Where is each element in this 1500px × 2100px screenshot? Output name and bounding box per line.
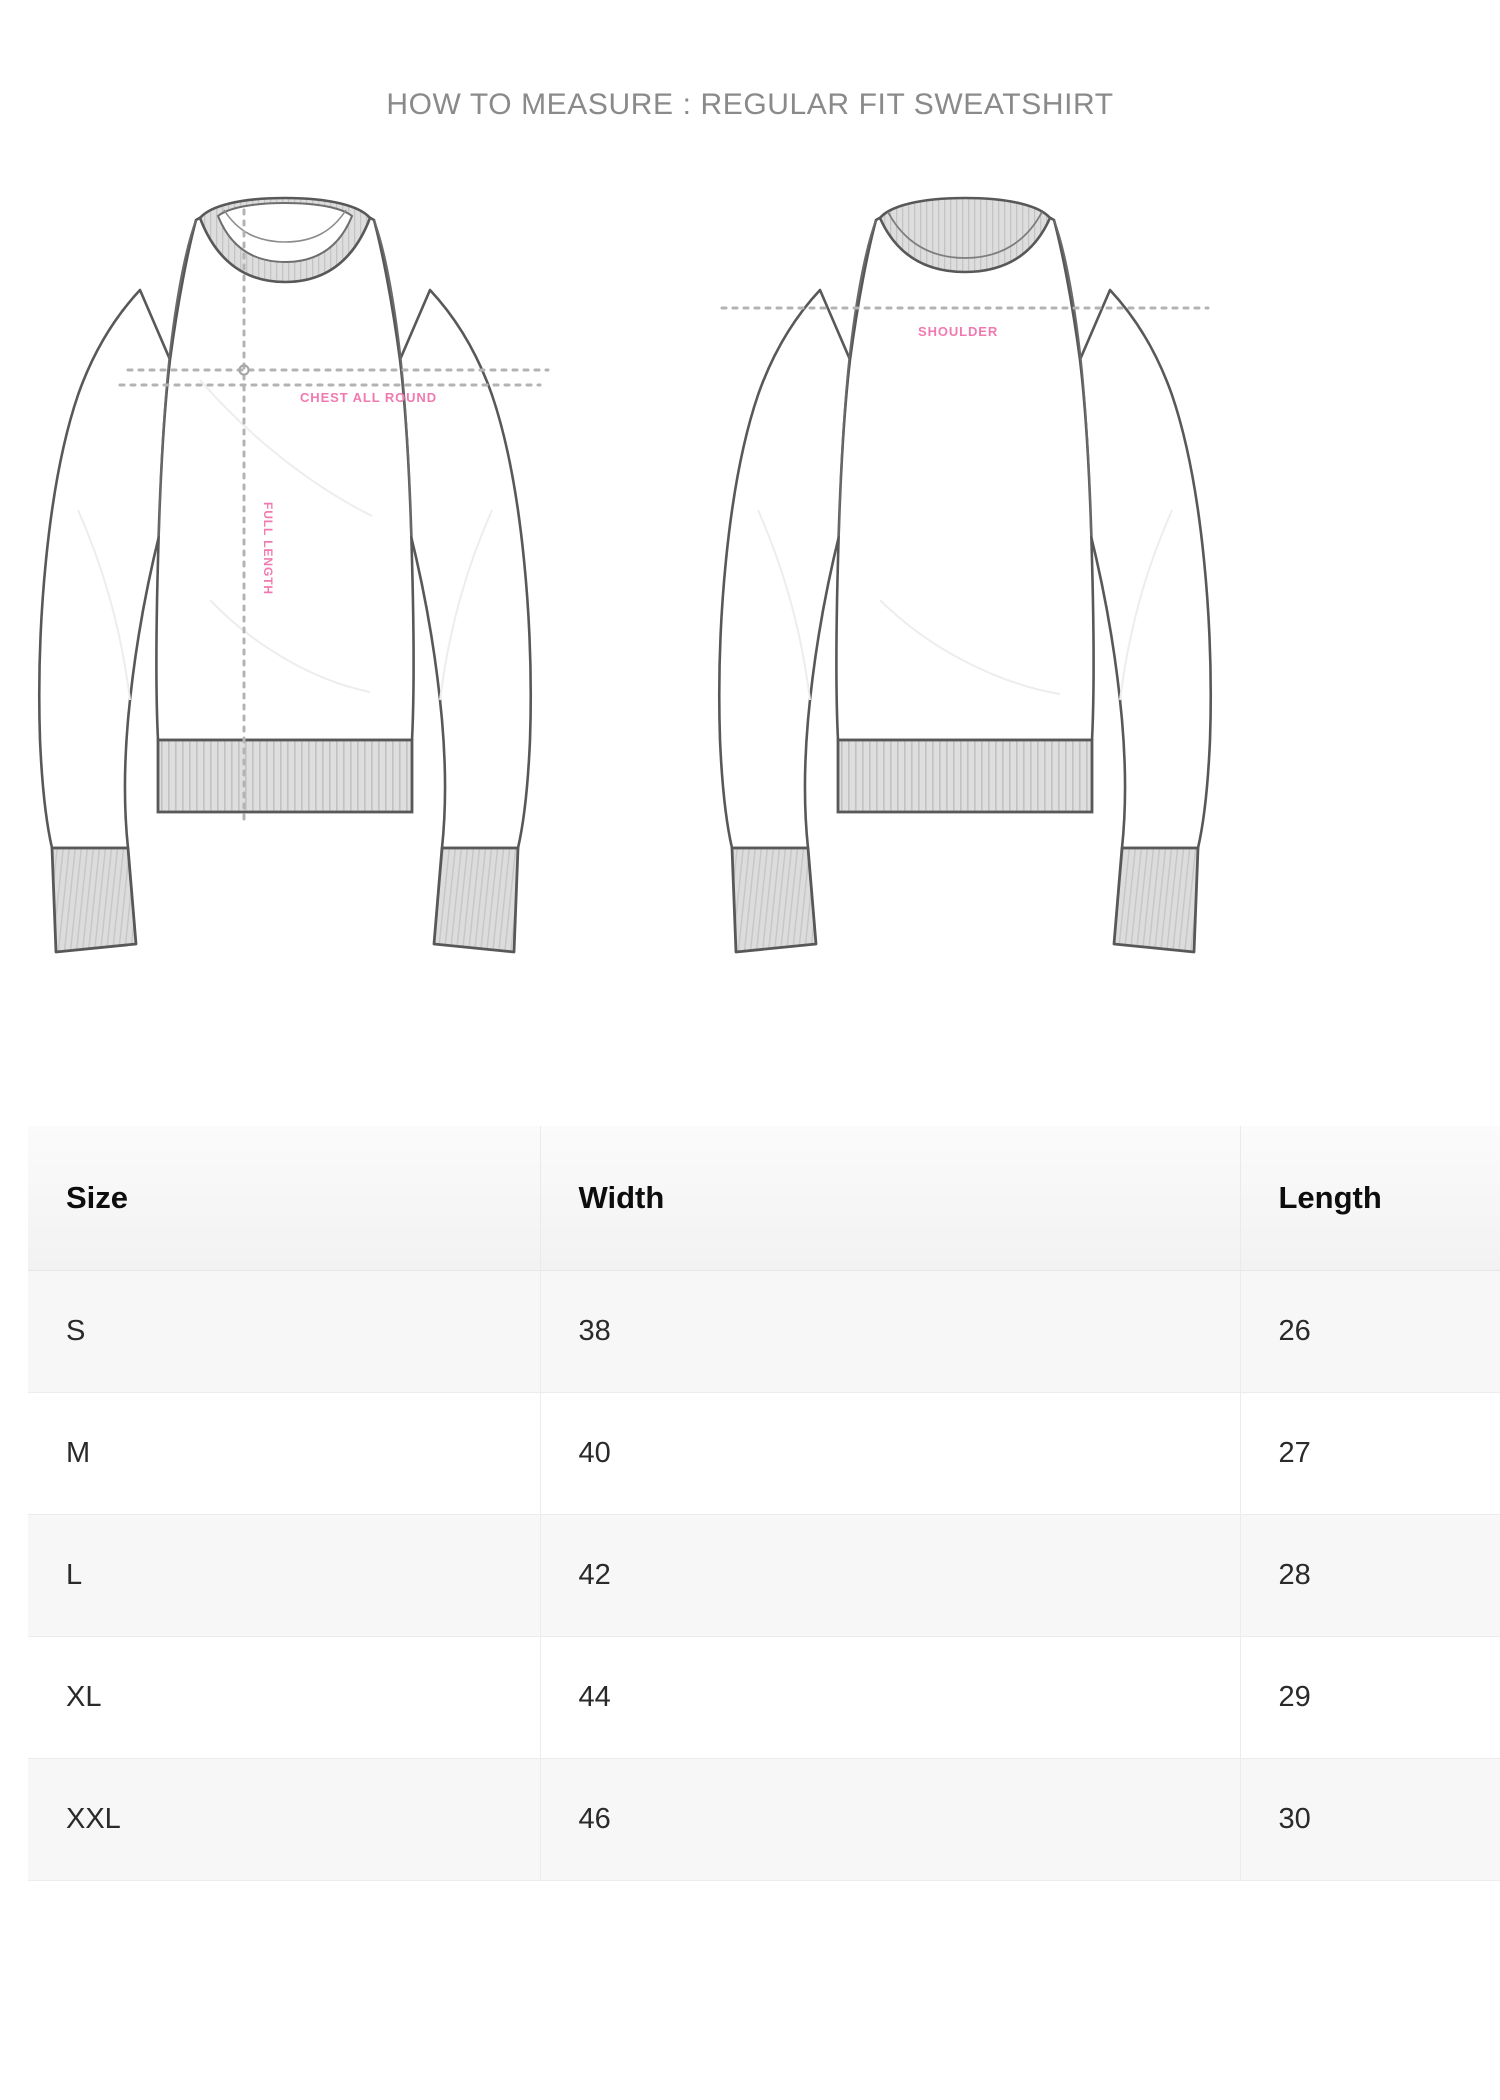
cell-width: 38: [540, 1270, 1241, 1393]
page-title: HOW TO MEASURE : REGULAR FIT SWEATSHIRT: [386, 88, 1114, 121]
cell-size: XXL: [28, 1758, 541, 1881]
front-left-cuff: [50, 846, 138, 954]
cell-length: 30: [1240, 1758, 1500, 1881]
column-header-size: Size: [28, 1126, 541, 1271]
size-chart-table: Size Width Length S 38 26 M 40 27 L 42 2…: [28, 1126, 1500, 1881]
back-hem-rib: [836, 738, 1094, 814]
measurement-illustration: CHEST ALL ROUND FULL LENGTH SHOULDER: [0, 180, 1500, 1010]
front-collar-seam: [223, 209, 347, 243]
back-view: SHOULDER: [717, 196, 1213, 954]
cell-length: 26: [1240, 1270, 1500, 1393]
back-body: [835, 198, 1095, 742]
label-chest-all-round: CHEST ALL ROUND: [300, 390, 437, 405]
front-view: CHEST ALL ROUND FULL LENGTH: [37, 196, 550, 954]
front-right-cuff: [432, 846, 520, 954]
back-left-sleeve: [717, 288, 878, 850]
cell-size: M: [28, 1392, 541, 1515]
cell-length: 29: [1240, 1636, 1500, 1759]
cell-size: L: [28, 1514, 541, 1637]
back-left-cuff: [730, 846, 818, 954]
front-hem-rib: [156, 738, 414, 814]
back-right-armhole-seam: [1053, 219, 1092, 537]
cell-length: 27: [1240, 1392, 1500, 1515]
table-row: XXL 46 30: [28, 1758, 1500, 1881]
sweatshirt-technical-flats: CHEST ALL ROUND FULL LENGTH SHOULDER: [37, 196, 1213, 954]
cell-width: 44: [540, 1636, 1241, 1759]
back-collar-band: [878, 196, 1052, 274]
front-left-armhole-seam: [158, 219, 197, 537]
cell-width: 46: [540, 1758, 1241, 1881]
chest-length-intersection-marker: [238, 364, 250, 376]
label-full-length: FULL LENGTH: [261, 502, 275, 595]
back-right-cuff: [1112, 846, 1200, 954]
back-left-armhole-seam: [838, 219, 877, 537]
back-right-sleeve: [1052, 288, 1213, 850]
table-row: L 42 28: [28, 1514, 1500, 1637]
cell-width: 40: [540, 1392, 1241, 1515]
table-header-row: Size Width Length: [28, 1126, 1500, 1271]
cell-length: 28: [1240, 1514, 1500, 1637]
cell-size: S: [28, 1270, 541, 1393]
back-collar-seam: [887, 211, 1043, 259]
table-row: M 40 27: [28, 1392, 1500, 1515]
column-header-length: Length: [1240, 1126, 1500, 1271]
front-drape-lines: [77, 379, 493, 701]
front-collar-inner: [216, 201, 354, 264]
cell-size: XL: [28, 1636, 541, 1759]
back-drape-lines: [757, 509, 1173, 701]
label-shoulder: SHOULDER: [918, 324, 998, 339]
cell-width: 42: [540, 1514, 1241, 1637]
table-row: S 38 26: [28, 1270, 1500, 1393]
front-right-sleeve: [372, 288, 533, 850]
front-left-sleeve: [37, 288, 198, 850]
column-header-width: Width: [540, 1126, 1241, 1271]
table-row: XL 44 29: [28, 1636, 1500, 1759]
size-chart-container: Size Width Length S 38 26 M 40 27 L 42 2…: [28, 1126, 1500, 1881]
